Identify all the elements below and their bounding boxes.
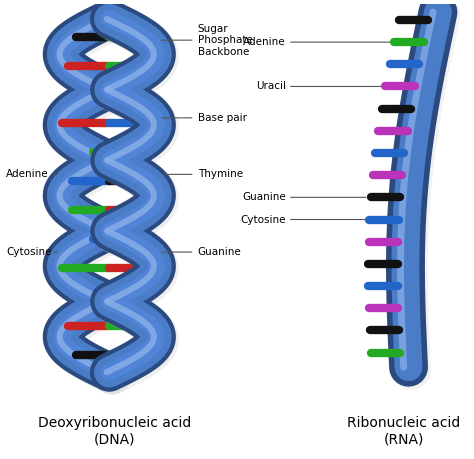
- Text: Guanine: Guanine: [242, 192, 286, 202]
- Text: Adenine: Adenine: [6, 169, 49, 179]
- Text: Ribonucleic acid
(RNA): Ribonucleic acid (RNA): [347, 416, 460, 447]
- Text: Deoxyribonucleic acid
(DNA): Deoxyribonucleic acid (DNA): [37, 416, 191, 447]
- Text: Sugar
Phosphate
Backbone: Sugar Phosphate Backbone: [198, 23, 253, 57]
- Text: Adenine: Adenine: [243, 37, 286, 47]
- Text: Guanine: Guanine: [198, 247, 241, 257]
- Text: Base pair: Base pair: [198, 113, 246, 123]
- Text: Cytosine: Cytosine: [240, 214, 286, 224]
- Text: Cytosine: Cytosine: [6, 247, 52, 257]
- Text: Thymine: Thymine: [198, 169, 243, 179]
- Text: Uracil: Uracil: [256, 81, 286, 91]
